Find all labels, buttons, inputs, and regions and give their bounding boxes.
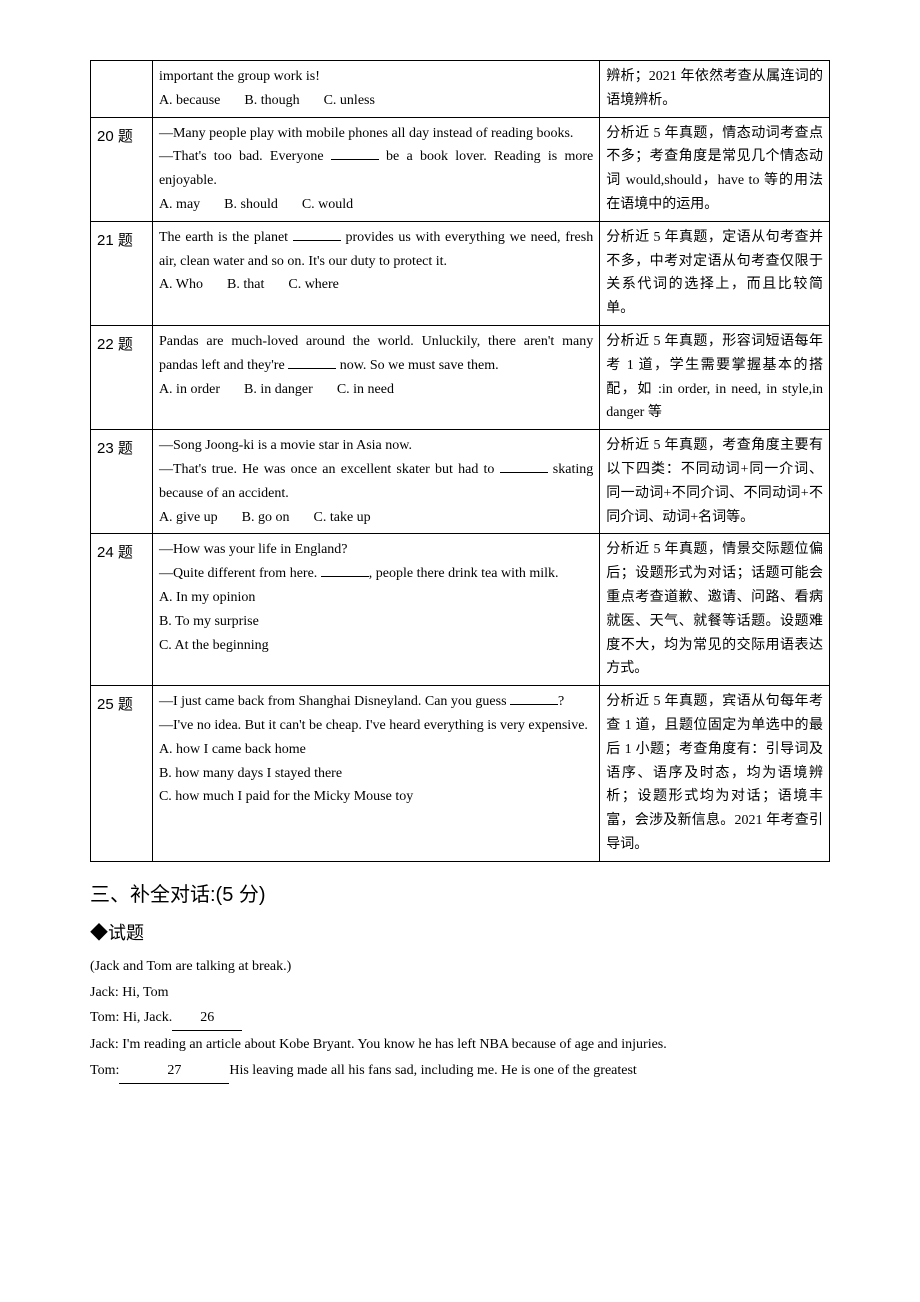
question-cell: —How was your life in England?—Quite dif…	[152, 534, 599, 686]
table-row: 21 题The earth is the planet provides us …	[91, 221, 830, 325]
question-number: 24 题	[91, 534, 153, 686]
dialogue-line: Jack: Hi, Tom	[90, 981, 830, 1005]
option: B. though	[244, 89, 299, 113]
dialogue-line: Tom:27His leaving made all his fans sad,…	[90, 1059, 830, 1084]
section-title: 三、补全对话:(5 分)	[90, 878, 830, 907]
option: C. unless	[324, 89, 375, 113]
option: B. should	[224, 193, 278, 217]
dialogue-blank: 26	[172, 1006, 242, 1031]
question-number: 25 题	[91, 686, 153, 862]
fill-blank	[510, 693, 558, 706]
table-row: 22 题Pandas are much-loved around the wor…	[91, 325, 830, 429]
fill-blank	[331, 148, 379, 161]
analysis-cell: 分析近 5 年真题，情景交际题位偏后；设题形式为对话；话题可能会重点考查道歉、邀…	[600, 534, 830, 686]
option: A. in order	[159, 378, 220, 402]
option: A. may	[159, 193, 200, 217]
analysis-cell: 分析近 5 年真题，情态动词考查点不多；考查角度是常见几个情态动词 would,…	[600, 117, 830, 221]
option: C. At the beginning	[159, 634, 593, 658]
question-cell: The earth is the planet provides us with…	[152, 221, 599, 325]
table-row: 25 题—I just came back from Shanghai Disn…	[91, 686, 830, 862]
dialogue-blank: 27	[119, 1059, 229, 1084]
dialogue-intro: (Jack and Tom are talking at break.)	[90, 955, 830, 979]
question-number: 22 题	[91, 325, 153, 429]
table-row: 20 题—Many people play with mobile phones…	[91, 117, 830, 221]
question-cell: —Many people play with mobile phones all…	[152, 117, 599, 221]
option: A. Who	[159, 273, 203, 297]
fill-blank	[321, 565, 369, 578]
question-number: 21 题	[91, 221, 153, 325]
option: B. in danger	[244, 378, 313, 402]
question-cell: —Song Joong-ki is a movie star in Asia n…	[152, 430, 599, 534]
table-row: 23 题—Song Joong-ki is a movie star in As…	[91, 430, 830, 534]
analysis-cell: 分析近 5 年真题，宾语从句每年考查 1 道，且题位固定为单选中的最后 1 小题…	[600, 686, 830, 862]
table-row: 24 题—How was your life in England?—Quite…	[91, 534, 830, 686]
option: A. because	[159, 89, 220, 113]
option: B. To my surprise	[159, 610, 593, 634]
analysis-cell: 分析近 5 年真题，考查角度主要有以下四类：不同动词+同一介词、同一动词+不同介…	[600, 430, 830, 534]
question-cell: Pandas are much-loved around the world. …	[152, 325, 599, 429]
dialogue-line: Jack: I'm reading an article about Kobe …	[90, 1033, 830, 1057]
option: B. that	[227, 273, 264, 297]
question-cell: important the group work is!A. becauseB.…	[152, 61, 599, 118]
dialogue-line: Tom: Hi, Jack.26	[90, 1006, 830, 1031]
option: C. would	[302, 193, 353, 217]
option: A. how I came back home	[159, 738, 593, 762]
option: B. how many days I stayed there	[159, 762, 593, 786]
fill-blank	[288, 356, 336, 369]
table-row: important the group work is!A. becauseB.…	[91, 61, 830, 118]
option: A. give up	[159, 506, 218, 530]
option: C. how much I paid for the Micky Mouse t…	[159, 785, 593, 809]
analysis-cell: 分析近 5 年真题，形容词短语每年考 1 道，学生需要掌握基本的搭配，如 :in…	[600, 325, 830, 429]
option: A. In my opinion	[159, 586, 593, 610]
option: B. go on	[242, 506, 290, 530]
question-cell: —I just came back from Shanghai Disneyla…	[152, 686, 599, 862]
analysis-cell: 辨析；2021 年依然考查从属连词的语境辨析。	[600, 61, 830, 118]
fill-blank	[293, 228, 341, 241]
questions-table: important the group work is!A. becauseB.…	[90, 60, 830, 862]
option: C. where	[288, 273, 339, 297]
subsection-title: ◆试题	[90, 919, 830, 945]
analysis-cell: 分析近 5 年真题，定语从句考查并不多，中考对定语从句考查仅限于关系代词的选择上…	[600, 221, 830, 325]
fill-blank	[500, 460, 548, 473]
question-number	[91, 61, 153, 118]
option: C. take up	[314, 506, 371, 530]
question-number: 20 题	[91, 117, 153, 221]
option: C. in need	[337, 378, 394, 402]
dialogue-block: (Jack and Tom are talking at break.)Jack…	[90, 955, 830, 1084]
question-number: 23 题	[91, 430, 153, 534]
